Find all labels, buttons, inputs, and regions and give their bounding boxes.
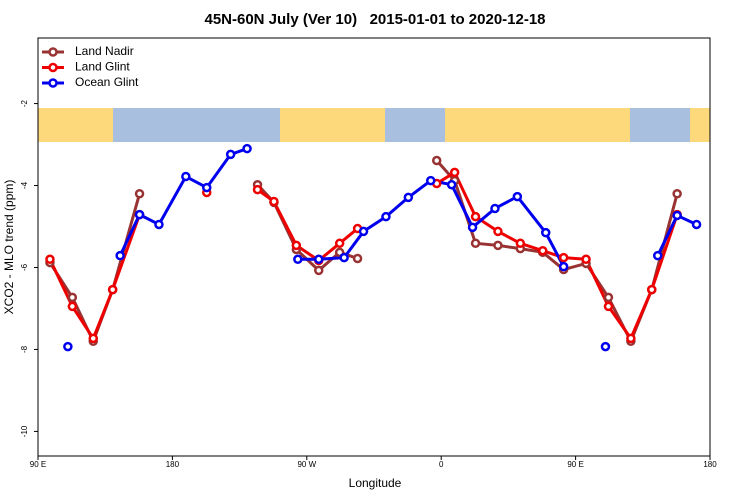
- data-point: [339, 252, 349, 263]
- data-point: [581, 254, 591, 265]
- data-point: [493, 226, 503, 237]
- data-point: [467, 222, 478, 233]
- data-point: [107, 284, 118, 295]
- data-point: [293, 254, 303, 265]
- data-point: [225, 149, 236, 160]
- y-tick-label: -2: [20, 99, 29, 107]
- data-point: [470, 211, 481, 222]
- data-point: [134, 188, 145, 199]
- data-point: [540, 227, 551, 238]
- data-point: [154, 219, 164, 230]
- data-point: [603, 292, 614, 303]
- data-point: [352, 253, 363, 264]
- legend-label: Land Nadir: [75, 44, 134, 58]
- data-point: [672, 210, 682, 221]
- data-point: [313, 254, 324, 265]
- legend-marker: [48, 78, 58, 88]
- y-tick-label: -10: [20, 425, 29, 437]
- data-point: [181, 171, 191, 182]
- data-point: [134, 209, 145, 220]
- series-line: [48, 170, 679, 340]
- data-point: [558, 252, 569, 263]
- data-point: [67, 301, 78, 312]
- y-tick-label: -6: [20, 263, 29, 271]
- x-tick-label: 180: [166, 460, 180, 469]
- legend-marker: [48, 47, 58, 57]
- legend-label: Ocean Glint: [75, 75, 139, 89]
- data-point: [449, 167, 460, 178]
- data-point: [446, 179, 457, 190]
- data-point: [45, 254, 55, 265]
- data-point: [67, 292, 78, 303]
- legend-label: Land Glint: [75, 60, 130, 74]
- legend-marker: [48, 62, 58, 73]
- data-point: [88, 333, 99, 344]
- data-point: [334, 238, 345, 249]
- data-point: [490, 203, 500, 214]
- series-line: [48, 159, 679, 343]
- map-band: [38, 108, 710, 142]
- data-point: [201, 182, 212, 193]
- data-point: [403, 192, 414, 203]
- data-point: [242, 143, 252, 154]
- y-tick-label: -4: [20, 181, 29, 189]
- chart-title: 45N-60N July (Ver 10) 2015-01-01 to 2020…: [204, 11, 545, 28]
- data-point: [672, 188, 682, 199]
- data-point: [313, 265, 324, 276]
- data-point: [603, 301, 614, 312]
- x-tick-label: 180: [703, 460, 717, 469]
- data-point: [358, 226, 369, 237]
- data-point: [381, 211, 391, 222]
- series-line: [118, 147, 698, 268]
- data-point: [600, 341, 611, 352]
- data-point: [652, 250, 663, 261]
- plot-frame: [37, 37, 711, 457]
- data-point: [470, 238, 481, 249]
- data-point: [63, 341, 73, 352]
- x-tick-label: 90 W: [297, 460, 316, 469]
- data-point: [647, 284, 657, 295]
- x-tick-label: 0: [439, 460, 444, 469]
- data-point: [626, 333, 636, 344]
- x-tick-label: 90 E: [567, 460, 583, 469]
- data-point: [425, 175, 436, 186]
- data-point: [115, 250, 125, 261]
- x-tick-label: 90 E: [30, 460, 46, 469]
- data-point: [252, 184, 263, 195]
- data-point: [291, 240, 302, 251]
- data-point: [431, 155, 442, 166]
- data-point: [269, 196, 279, 207]
- data-point: [558, 261, 569, 272]
- data-point: [691, 219, 702, 230]
- x-axis-label: Longitude: [349, 476, 402, 490]
- data-point: [537, 245, 548, 256]
- data-point: [515, 238, 526, 249]
- y-tick-label: -8: [20, 345, 29, 353]
- data-point: [512, 191, 523, 202]
- y-axis-label: XCO2 - MLO trend (ppm): [2, 180, 16, 315]
- data-point: [493, 240, 503, 251]
